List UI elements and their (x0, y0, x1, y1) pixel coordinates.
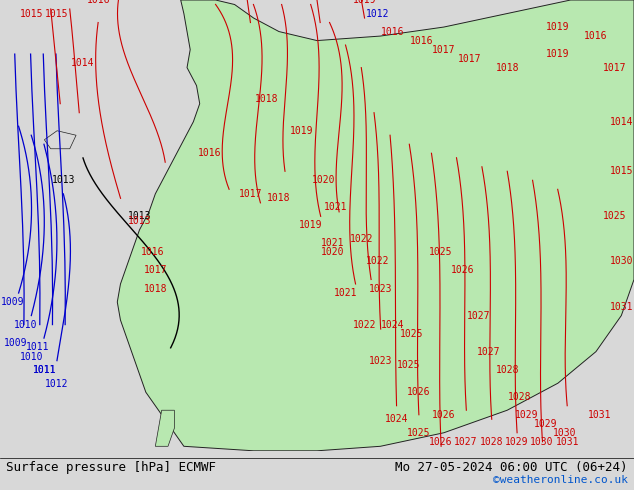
Text: 1027: 1027 (454, 437, 478, 447)
Text: 1022: 1022 (349, 234, 373, 244)
Text: 1030: 1030 (552, 428, 576, 438)
Text: 1023: 1023 (368, 356, 392, 366)
Text: 1021: 1021 (333, 288, 358, 298)
Text: 1026: 1026 (451, 266, 475, 275)
Text: 1019: 1019 (353, 0, 377, 5)
Polygon shape (117, 0, 634, 451)
Text: 1025: 1025 (429, 247, 453, 257)
Text: Surface pressure [hPa] ECMWF: Surface pressure [hPa] ECMWF (6, 462, 216, 474)
Text: 1028: 1028 (495, 365, 519, 375)
Text: 1017: 1017 (603, 63, 627, 73)
Text: 1028: 1028 (479, 437, 503, 447)
Text: 1023: 1023 (368, 284, 392, 294)
Text: 1024: 1024 (384, 414, 408, 424)
Text: 1020: 1020 (311, 175, 335, 185)
Text: 1010: 1010 (13, 319, 37, 330)
Text: 1016: 1016 (197, 148, 221, 158)
Text: Mo 27-05-2024 06:00 UTC (06+24): Mo 27-05-2024 06:00 UTC (06+24) (395, 462, 628, 474)
Text: 1011: 1011 (32, 365, 56, 375)
Text: 1021: 1021 (321, 239, 345, 248)
Text: 1012: 1012 (45, 379, 69, 389)
Text: 1031: 1031 (587, 410, 611, 420)
Text: 1024: 1024 (381, 319, 405, 330)
Text: 1030: 1030 (609, 256, 633, 267)
Text: 1025: 1025 (397, 360, 421, 370)
Text: 1018: 1018 (495, 63, 519, 73)
Text: 1030: 1030 (530, 437, 554, 447)
Text: 1021: 1021 (324, 202, 348, 212)
Text: 1016: 1016 (140, 247, 164, 257)
Text: 1029: 1029 (514, 410, 538, 420)
Text: 1013: 1013 (51, 175, 75, 185)
Text: 1012: 1012 (365, 8, 389, 19)
Text: 1022: 1022 (365, 256, 389, 267)
Text: 1011: 1011 (32, 365, 56, 375)
Text: 1029: 1029 (533, 419, 557, 429)
Text: 1018: 1018 (267, 194, 291, 203)
Text: 1014: 1014 (70, 58, 94, 68)
Text: 1014: 1014 (609, 117, 633, 127)
Text: 1010: 1010 (20, 352, 44, 362)
Text: 1027: 1027 (476, 346, 500, 357)
Text: 1017: 1017 (457, 53, 481, 64)
Text: 1015: 1015 (20, 8, 44, 19)
Text: 1013: 1013 (127, 211, 152, 221)
Text: 1009: 1009 (1, 297, 25, 307)
Text: 1017: 1017 (238, 189, 262, 199)
Text: 1016: 1016 (381, 26, 405, 37)
Text: 1015: 1015 (45, 8, 69, 19)
Text: 1031: 1031 (609, 301, 633, 312)
Text: 1018: 1018 (143, 284, 167, 294)
Text: 1022: 1022 (353, 319, 377, 330)
Text: 1026: 1026 (432, 410, 456, 420)
Text: 1016: 1016 (86, 0, 110, 5)
Text: 1028: 1028 (508, 392, 532, 402)
Text: 1020: 1020 (321, 247, 345, 257)
Text: 1015: 1015 (609, 166, 633, 176)
Text: 1025: 1025 (406, 428, 430, 438)
Text: 1013: 1013 (127, 216, 152, 226)
Text: 1019: 1019 (546, 49, 570, 59)
Text: 1019: 1019 (299, 220, 323, 230)
Text: 1016: 1016 (410, 36, 434, 46)
Text: 1025: 1025 (400, 329, 424, 339)
Text: 1016: 1016 (584, 31, 608, 41)
Text: 1027: 1027 (467, 311, 491, 320)
Text: 1011: 1011 (26, 342, 50, 352)
Text: 1018: 1018 (254, 94, 278, 104)
Polygon shape (155, 410, 174, 446)
Text: 1025: 1025 (603, 211, 627, 221)
Text: 1026: 1026 (406, 387, 430, 397)
Text: 1031: 1031 (555, 437, 579, 447)
Text: 1026: 1026 (429, 437, 453, 447)
Text: 1019: 1019 (546, 22, 570, 32)
Text: 1017: 1017 (432, 45, 456, 54)
Text: 1019: 1019 (289, 126, 313, 136)
Text: 1029: 1029 (505, 437, 529, 447)
Text: ©weatheronline.co.uk: ©weatheronline.co.uk (493, 475, 628, 485)
Text: 1009: 1009 (4, 338, 28, 348)
Text: 1017: 1017 (143, 266, 167, 275)
